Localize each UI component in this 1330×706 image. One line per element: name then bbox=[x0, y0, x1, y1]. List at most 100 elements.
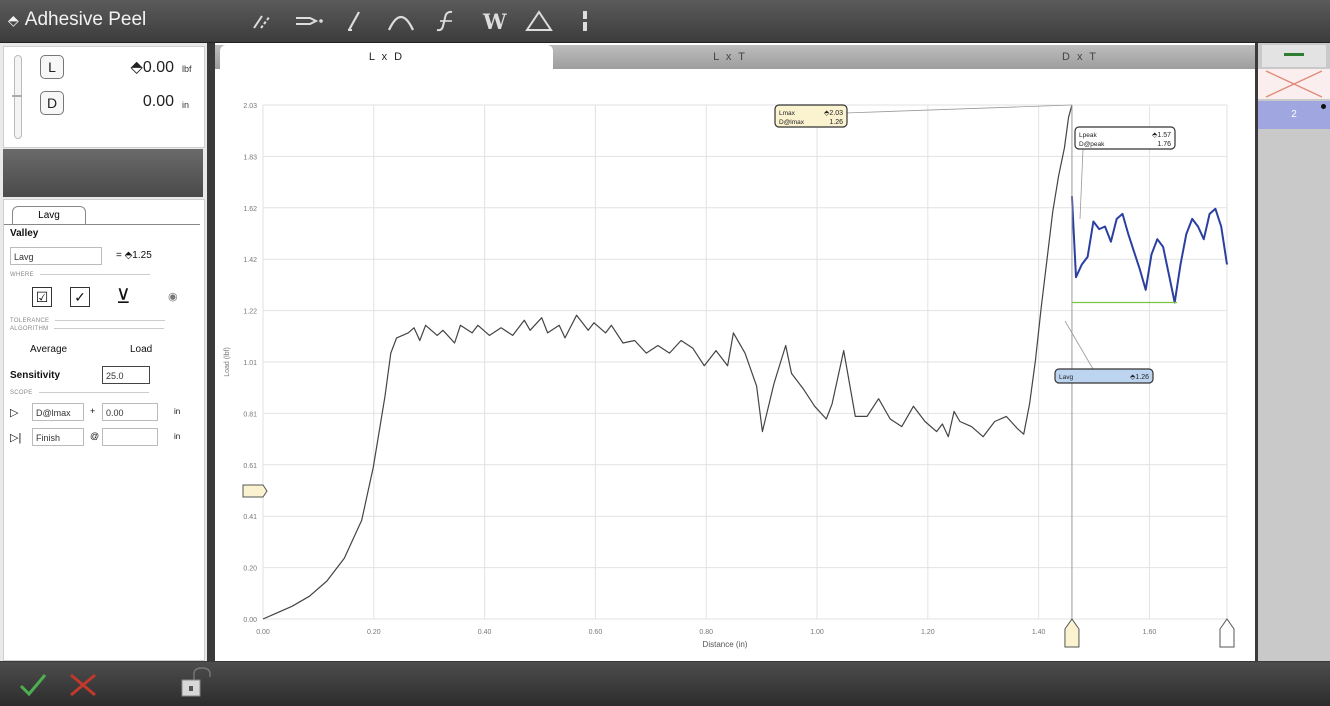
specimen-2-item[interactable]: 2 bbox=[1258, 101, 1330, 129]
chart-check-icon[interactable]: ⊻ bbox=[116, 286, 131, 308]
unlock-icon[interactable] bbox=[178, 666, 214, 700]
end-cursor-icon bbox=[1219, 618, 1235, 648]
start-play-icon[interactable]: ▷ bbox=[10, 407, 19, 419]
active-dot-icon bbox=[1321, 104, 1326, 109]
scope-start-from[interactable]: D@lmax bbox=[32, 403, 84, 421]
peak-tool-icon[interactable] bbox=[378, 6, 424, 36]
lpeak-annotation-box bbox=[1074, 126, 1176, 150]
lavg-annotation-label: Lavg bbox=[1059, 374, 1073, 381]
settings-dot-icon[interactable]: ◉ bbox=[168, 291, 178, 303]
integral-tool-icon[interactable] bbox=[424, 6, 470, 36]
slope-tool-icon[interactable] bbox=[240, 6, 286, 36]
scope-start-unit: in bbox=[174, 407, 181, 416]
scope-finish-op: @ bbox=[90, 431, 100, 441]
panel-tab-line bbox=[4, 224, 200, 225]
distance-chip[interactable]: D bbox=[40, 91, 64, 115]
left-panel: L ⬘0.00 lbf D 0.00 in Lavg Valley Lavg =… bbox=[0, 43, 207, 661]
calculation-name-input[interactable]: Lavg bbox=[10, 247, 102, 265]
check-icon[interactable] bbox=[18, 672, 48, 698]
chart-grid bbox=[262, 104, 1228, 620]
work-tool-icon[interactable]: W bbox=[470, 6, 516, 36]
marker-tool-icon[interactable] bbox=[286, 6, 332, 36]
readout-slider[interactable] bbox=[14, 55, 22, 139]
lmax-leader-line bbox=[844, 104, 1072, 114]
y-tick-label: 1.01 bbox=[243, 360, 257, 367]
lmax-annotation-value: ⬘2.03 bbox=[824, 110, 843, 117]
x-tick-label: 0.00 bbox=[256, 629, 270, 636]
lmax-annotation-box bbox=[774, 104, 848, 128]
threshold-handle-icon bbox=[242, 484, 268, 498]
sidebar-header[interactable] bbox=[1262, 45, 1326, 67]
load-value: 0.00 bbox=[142, 59, 174, 76]
scope-start-op: + bbox=[90, 406, 96, 416]
break-tool-icon[interactable] bbox=[562, 6, 608, 36]
x-tick-label: 0.80 bbox=[699, 629, 713, 636]
app-title-button[interactable]: ⬘ Adhesive Peel bbox=[8, 9, 146, 31]
chart-series bbox=[262, 104, 1228, 620]
where-label: WHERE bbox=[10, 272, 150, 278]
scope-finish-from[interactable]: Finish bbox=[32, 428, 84, 446]
sensitivity-label: Sensitivity bbox=[10, 370, 61, 381]
lpeak-annotation-label: D@peak bbox=[1079, 141, 1105, 148]
y-tick-label: 0.41 bbox=[243, 514, 257, 521]
lmax-annotation-label: Lmax bbox=[779, 110, 796, 117]
slider-divider bbox=[12, 95, 22, 97]
specimen-1-rejected[interactable] bbox=[1258, 69, 1330, 99]
chart-tabs: L x D L x T D x T bbox=[215, 45, 1255, 71]
bottom-bar bbox=[0, 662, 1330, 706]
analysis-toolbar: W bbox=[240, 6, 608, 36]
scope-finish-value[interactable] bbox=[102, 428, 158, 446]
lavg-leader-line bbox=[1064, 320, 1094, 370]
x-icon[interactable] bbox=[68, 672, 98, 698]
where-checkbox-1[interactable]: ☑ bbox=[32, 287, 52, 307]
where-checkbox-2[interactable]: ✓ bbox=[70, 287, 90, 307]
scope-label: SCOPE bbox=[10, 390, 149, 396]
x-tick-label: 0.20 bbox=[367, 629, 381, 636]
y-tick-label: 1.83 bbox=[243, 154, 257, 161]
scope-start-value[interactable]: 0.00 bbox=[102, 403, 158, 421]
y-tick-label: 0.61 bbox=[243, 463, 257, 470]
chart-axes: 0.00 0.20 0.41 0.61 0.81 1.01 1.22 1.42 1.62 1.83… bbox=[224, 103, 1156, 649]
load-unit: lbf bbox=[182, 64, 192, 74]
algorithm-average-option[interactable]: Average bbox=[30, 344, 68, 355]
lmax-annotation-label: D@lmax bbox=[779, 119, 805, 126]
delta-tool-icon[interactable] bbox=[516, 6, 562, 36]
sensitivity-input[interactable]: 25.0 bbox=[102, 366, 150, 384]
y-tick-label: 0.00 bbox=[243, 617, 257, 624]
load-chip[interactable]: L bbox=[40, 55, 64, 79]
lpeak-leader-line bbox=[1079, 148, 1084, 220]
specimen-sidebar: 2 bbox=[1258, 43, 1330, 661]
y-tick-label: 2.03 bbox=[243, 103, 257, 110]
lpeak-annotation-label: Lpeak bbox=[1079, 132, 1097, 139]
tab-lavg[interactable]: Lavg bbox=[12, 206, 86, 225]
x-icon bbox=[1265, 70, 1323, 98]
distance-value: 0.00 bbox=[142, 93, 174, 110]
panel-divider-band bbox=[3, 149, 203, 197]
tab-dxt[interactable]: D x T bbox=[1061, 51, 1099, 63]
y-tick-label: 1.42 bbox=[243, 257, 257, 264]
lpeak-annotation-value: ⬘1.57 bbox=[1152, 132, 1171, 139]
tab-lxt[interactable]: L x T bbox=[713, 51, 747, 63]
x-tick-label: 1.60 bbox=[1143, 629, 1157, 636]
chart-area: 0.00 0.20 0.41 0.61 0.81 1.01 1.22 1.42 1.62 1.83… bbox=[215, 43, 1255, 661]
finish-step-icon[interactable]: ▷| bbox=[10, 432, 22, 444]
minus-icon bbox=[1284, 53, 1304, 56]
svg-text:W: W bbox=[482, 10, 507, 32]
load-readout: ⬘0.00 bbox=[84, 57, 174, 77]
load-distance-chart[interactable]: 0.00 0.20 0.41 0.61 0.81 1.01 1.22 1.42 1.62 1.83… bbox=[215, 43, 1255, 661]
y-tick-label: 0.20 bbox=[243, 566, 257, 573]
line-tool-icon[interactable] bbox=[332, 6, 378, 36]
calculation-result: = ⬘1.25 bbox=[116, 250, 152, 261]
lavg-annotation-value: ⬘1.26 bbox=[1130, 374, 1149, 381]
lpeak-annotation: Lpeak ⬘1.57 D@peak 1.76 bbox=[1074, 126, 1176, 150]
start-cursor-icon bbox=[1064, 618, 1080, 648]
algorithm-label: ALGORITHM bbox=[10, 326, 164, 332]
live-readouts: L ⬘0.00 lbf D 0.00 in bbox=[3, 46, 205, 148]
valley-region-line bbox=[1070, 196, 1228, 304]
tab-lxd[interactable]: L x D bbox=[220, 45, 553, 69]
algorithm-load-option[interactable]: Load bbox=[130, 344, 153, 355]
calculation-panel: Lavg Valley Lavg = ⬘1.25 WHERE ☑ ✓ ⊻ ◉ T… bbox=[3, 199, 205, 661]
scope-finish-unit: in bbox=[174, 432, 181, 441]
app-title: Adhesive Peel bbox=[24, 9, 147, 30]
x-axis-label: Distance (in) bbox=[703, 640, 748, 649]
